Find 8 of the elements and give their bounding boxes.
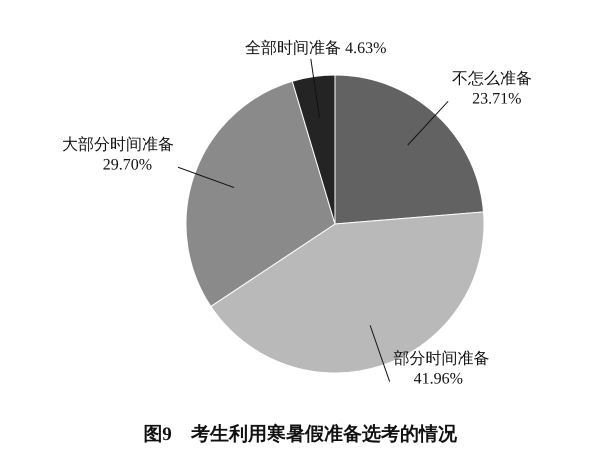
data-label: 23.71% <box>472 90 522 108</box>
slice-label: 全部时间准备 4.63% <box>245 38 386 57</box>
slice-label: 大部分时间准备 <box>62 135 174 154</box>
slice-label: 部分时间准备 <box>394 350 490 368</box>
data-label: 41.96% <box>414 370 463 388</box>
slice-label: 不怎么准备 <box>452 69 532 88</box>
text: 图9 考生利用寒暑假准备选考的情况 <box>143 423 458 445</box>
data-label: 29.70% <box>102 156 152 174</box>
